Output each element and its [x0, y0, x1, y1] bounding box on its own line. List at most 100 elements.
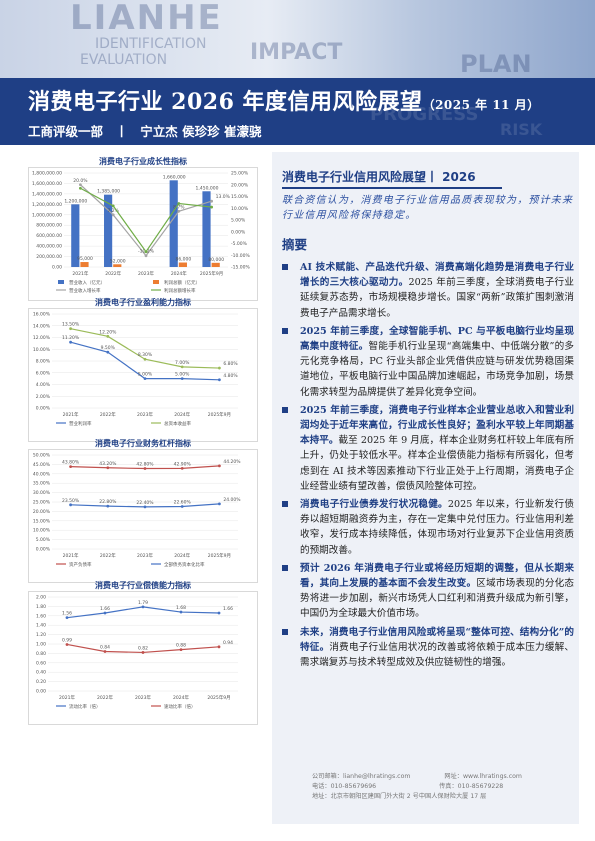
authors: 宁立杰 侯珍珍 崔濛骁 — [140, 124, 262, 139]
watermark-text: IMPACT — [250, 40, 343, 65]
data-label: 0.88 — [176, 643, 186, 649]
title-text: 消费电子行业 2026 年度信用风险展望 — [28, 89, 423, 115]
data-point — [111, 204, 115, 208]
data-label: 12.20% — [99, 329, 117, 335]
data-point — [69, 503, 72, 507]
y2-tick-label: 25.00% — [231, 171, 249, 177]
data-point — [69, 327, 72, 331]
data-label: 22.80% — [99, 499, 117, 505]
y-tick-label: 1,800,000.00 — [32, 171, 62, 177]
footer-line: 公司邮箱：lianhe@lhratings.com 网址：www.lhrating… — [312, 772, 522, 782]
x-tick-label: 2021年 — [72, 270, 88, 277]
x-tick-label: 2025年9月 — [208, 411, 231, 418]
data-label: 43.80% — [62, 460, 80, 466]
data-point — [79, 183, 82, 187]
y-tick-label: 10.00% — [33, 528, 51, 534]
fax-value: 010-85679228 — [457, 783, 504, 790]
chart-frame — [28, 308, 258, 442]
data-point — [103, 611, 107, 615]
data-point — [141, 605, 145, 609]
legend-label: 利润总额增长率 — [164, 287, 196, 294]
list-item: 2025 年前三季度，消费电子行业样本企业营业总收入和营业利润均处于近年来高位，… — [280, 403, 574, 494]
y-tick-label: 0.00% — [36, 547, 51, 553]
data-label: 5.00% — [175, 372, 190, 378]
data-label: 1.68 — [176, 605, 186, 611]
y-tick-label: 35.00% — [33, 481, 51, 487]
bullet-text: 截至 2025 年 9 月底，样本企业财务杠杆较上年底有所上升，仍处于较低水平。… — [300, 435, 575, 492]
footer-line: 电话：010-85679696 传真：010-85679228 — [312, 782, 522, 792]
y-tick-label: 0.00% — [36, 406, 51, 412]
chart-title: 消费电子行业财务杠杆指标 — [95, 439, 191, 448]
data-point — [144, 250, 148, 254]
profitability-chart-svg: 0.00% 2.00% 4.00% 6.00% 8.00% 10.00% 12.00% 14.… — [28, 308, 258, 442]
leverage-chart: 消费电子行业财务杠杆指标 0.00% 5.00% 10.00% 15.00% 20.00… — [28, 438, 258, 583]
y-tick-label: 25.00% — [33, 500, 51, 506]
data-label: 42.90% — [174, 461, 192, 467]
y-tick-label: 400,000.00 — [36, 244, 62, 250]
data-label: 43.20% — [99, 461, 117, 467]
website-link[interactable]: www.lhratings.com — [462, 773, 522, 780]
email-label: 公司邮箱： — [312, 773, 343, 780]
title-rule — [282, 187, 502, 189]
y-tick-label: 1.60 — [36, 613, 46, 619]
abstract-heading: 摘要 — [282, 237, 308, 252]
department: 工商评级一部 — [28, 124, 104, 139]
separator: 丨 — [115, 124, 128, 139]
x-tick-label: 2023年 — [137, 411, 153, 418]
data-point — [180, 505, 184, 508]
y-tick-label: 14.00% — [33, 323, 51, 329]
data-point — [180, 466, 184, 470]
phone-value: 010-85679696 — [330, 783, 377, 790]
solvency-chart-svg: 0.00 0.20 0.40 0.60 0.80 1.00 1.20 1.40 1.60 1.80… — [28, 591, 258, 725]
data-point — [218, 378, 221, 382]
y2-tick-label: 20.00% — [231, 182, 249, 188]
leverage-chart-svg: 0.00% 5.00% 10.00% 15.00% 20.00% 25.00% 30.00%… — [28, 449, 258, 583]
data-point — [218, 366, 221, 370]
y2-tick-label: 15.00% — [231, 194, 249, 200]
bullet-bold: 2025 年前三季度，消费电子行业样本企业营业总收入和营业利润均处于近年来高位，… — [300, 404, 574, 447]
y-tick-label: 1,000,000.00 — [32, 212, 62, 218]
watermark-text: IDENTIFICATION — [95, 36, 207, 52]
header-banner: LIANHE IDENTIFICATION EVALUATION IMPACT … — [0, 0, 595, 145]
handwritten-note: 联合资信认为，消费电子行业信用品质表现较为，预计未来行业信用风险将保持稳定。 — [282, 195, 574, 221]
chart-title: 消费电子行业偿债能力指标 — [95, 581, 191, 590]
page-title: 消费电子行业 2026 年度信用风险展望（2025 年 11 月） — [28, 84, 540, 116]
bullet-text: 2025 年以来，行业新发行债券以超短期融资券为主，存在一定集中兑付压力。行业信… — [300, 499, 574, 556]
website-label: 网址： — [444, 773, 463, 780]
data-point — [143, 377, 147, 381]
data-label: 1,450,000 — [196, 185, 219, 191]
y-tick-label: 600,000.00 — [36, 233, 62, 239]
list-item: AI 技术赋能、产品迭代升级、消费高端化趋势是消费电子行业增长的三大核心驱动力。… — [280, 260, 574, 321]
data-label: 8.30% — [138, 352, 153, 358]
y2-tick-label: 0.00% — [231, 229, 246, 235]
y-tick-label: 45.00% — [33, 462, 51, 468]
legend-label: 速动比率（倍） — [164, 703, 196, 710]
data-point — [111, 213, 115, 217]
x-tick-label: 2023年 — [135, 694, 151, 701]
bar — [71, 204, 80, 267]
y-tick-label: 0.40 — [36, 670, 46, 676]
list-item: 预计 2026 年消费电子行业或将经历短期的调整，但从长期来看，其向上发展的基本… — [280, 561, 574, 622]
y-tick-label: 20.00% — [33, 509, 51, 515]
watermark-text: PROGRESS — [370, 104, 479, 125]
email-link[interactable]: lianhe@lhratings.com — [342, 773, 411, 780]
address-value: 北京市朝阳区建国门外大街 2 号中国人保财险大厦 17 层 — [330, 793, 487, 800]
y-tick-label: 1.40 — [36, 623, 46, 629]
watermark-text: RISK — [500, 120, 543, 139]
data-point — [179, 648, 183, 652]
x-tick-label: 2025年9月 — [207, 694, 230, 701]
data-point — [177, 202, 181, 205]
legend-label: 利润总额（亿元） — [164, 279, 200, 286]
legend-swatch — [58, 280, 64, 284]
data-label: 42.80% — [136, 462, 154, 468]
bar — [169, 180, 178, 267]
data-point — [218, 502, 221, 506]
chart-title: 消费电子行业盈利能力指标 — [95, 298, 191, 307]
data-point — [103, 650, 107, 653]
x-tick-label: 2025年9月 — [200, 270, 223, 277]
y-tick-label: 40.00% — [33, 471, 51, 477]
data-point — [180, 365, 184, 369]
bullet-icon — [282, 564, 288, 571]
x-tick-label: 2024年 — [174, 411, 190, 418]
data-label: 20.0% — [73, 178, 88, 184]
